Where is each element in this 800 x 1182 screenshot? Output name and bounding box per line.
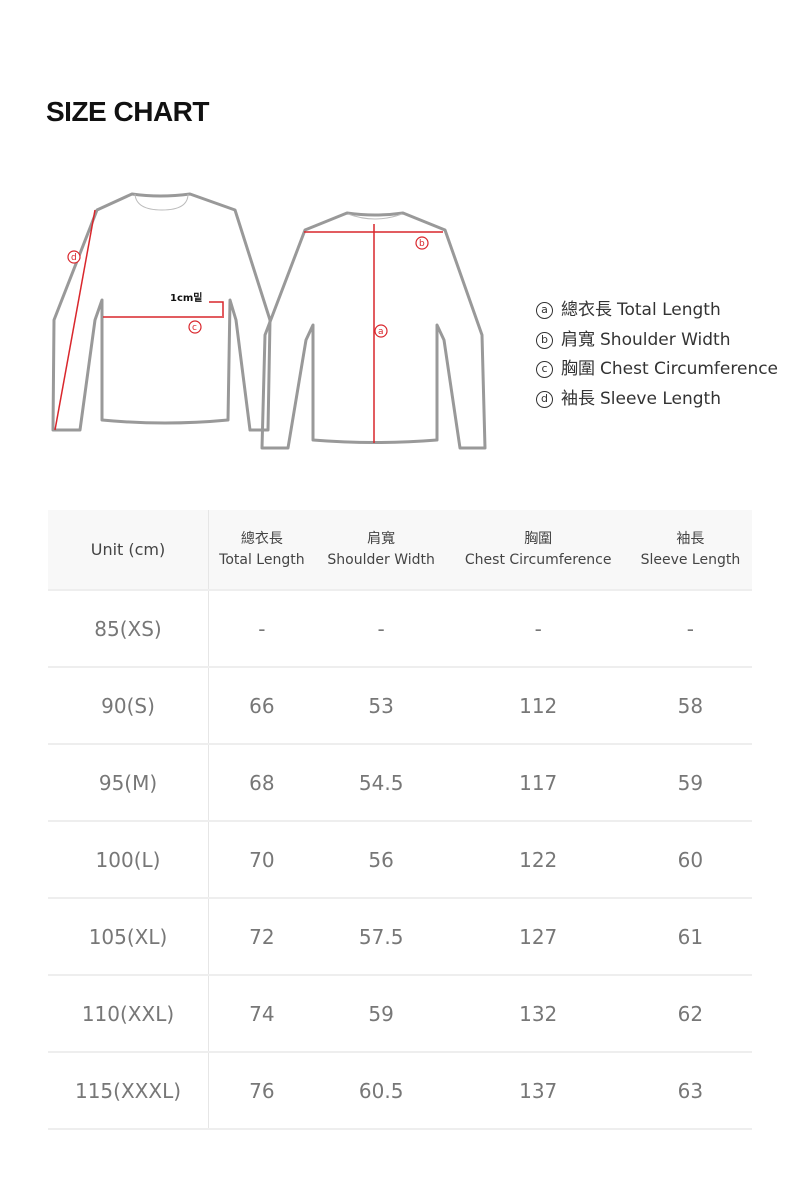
value-cell: 117 [519,770,558,795]
value-cell: 60 [677,847,704,872]
value-cell: 61 [677,924,704,949]
size-cell: 85(XS) [48,590,209,667]
value-cell: 74 [249,1001,275,1026]
value-cell: 132 [519,1001,558,1026]
legend-item: b 肩寬 Shoulder Width [536,326,778,356]
value-cell: 112 [519,693,558,718]
size-cell: 90(S) [48,667,209,744]
size-cell: 105(XL) [48,898,209,975]
marker-b-icon: b [536,331,553,349]
value-cell: 76 [249,1078,275,1103]
value-cell: - [686,616,695,641]
table-header-row: Unit (cm) 總衣長 Total Length 肩寬 Shoulder Wid… [48,510,752,590]
svg-text:a: a [378,327,384,337]
front-shirt-outline [51,192,272,432]
value-cell: - [377,616,385,641]
marker-c-icon: c [536,361,553,379]
value-cell: 59 [677,770,704,795]
size-cell: 110(XXL) [48,975,209,1052]
marker-a [374,324,388,338]
page-title: SIZE CHART [46,96,210,127]
value-cell: 122 [519,847,558,872]
note-1cm: 1cm밑 [170,292,203,304]
svg-text:c: c [192,323,197,333]
legend-item: c 胸圍 Chest Circumference [536,355,778,385]
marker-b [415,236,429,250]
value-cell: 62 [677,1001,704,1026]
svg-text:d: d [71,253,77,263]
size-cell: 100(L) [48,821,209,898]
value-cell: 70 [249,847,275,872]
value-cell: 54.5 [358,770,404,795]
marker-a-icon: a [536,302,553,320]
size-table: Unit (cm) 總衣長 Total Length 肩寬 Shoulder Wid… [48,510,752,1130]
column-header: 胸圍 Chest Circumference [464,530,612,568]
table-row: 100(L) 70 56 122 60 [48,821,752,898]
unit-header: Unit (cm) [48,510,209,590]
shirt-diagram: 1cm밑 d c b a [51,192,487,450]
column-header: 袖長 Sleeve Length [640,530,741,568]
value-cell: - [258,616,266,641]
table-row: 90(S) 66 53 112 58 [48,667,752,744]
marker-d [67,250,81,264]
sleeve-length-line [54,209,96,431]
value-cell: 58 [677,693,704,718]
marker-c [188,320,202,334]
value-cell: - [534,616,542,641]
legend-item: d 袖長 Sleeve Length [536,385,778,415]
table-row: 85(XS) - - - - [48,590,752,667]
back-shirt-outline [260,211,487,450]
value-cell: 68 [249,770,275,795]
value-cell: 56 [368,847,394,872]
table-row: 115(XXXL) 76 60.5 137 63 [48,1052,752,1129]
size-cell: 115(XXXL) [48,1052,209,1129]
marker-d-icon: d [536,390,553,408]
size-cell: 95(M) [48,744,209,821]
column-header: 總衣長 Total Length [219,530,305,568]
table-row: 110(XXL) 74 59 132 62 [48,975,752,1052]
value-cell: 66 [249,693,275,718]
value-cell: 53 [368,693,394,718]
value-cell: 57.5 [358,924,404,949]
table-row: 105(XL) 72 57.5 127 61 [48,898,752,975]
value-cell: 59 [368,1001,394,1026]
value-cell: 63 [677,1078,704,1103]
svg-text:b: b [419,239,425,249]
value-cell: 60.5 [358,1078,404,1103]
value-cell: 137 [519,1078,558,1103]
measurement-legend: a 總衣長 Total Length b 肩寬 Shoulder Width c 胸圍 Ch… [536,296,778,414]
value-cell: 127 [519,924,558,949]
table-row: 95(M) 68 54.5 117 59 [48,744,752,821]
column-header: 肩寬 Shoulder Width [327,530,435,568]
legend-item: a 總衣長 Total Length [536,296,778,326]
value-cell: 72 [249,924,275,949]
